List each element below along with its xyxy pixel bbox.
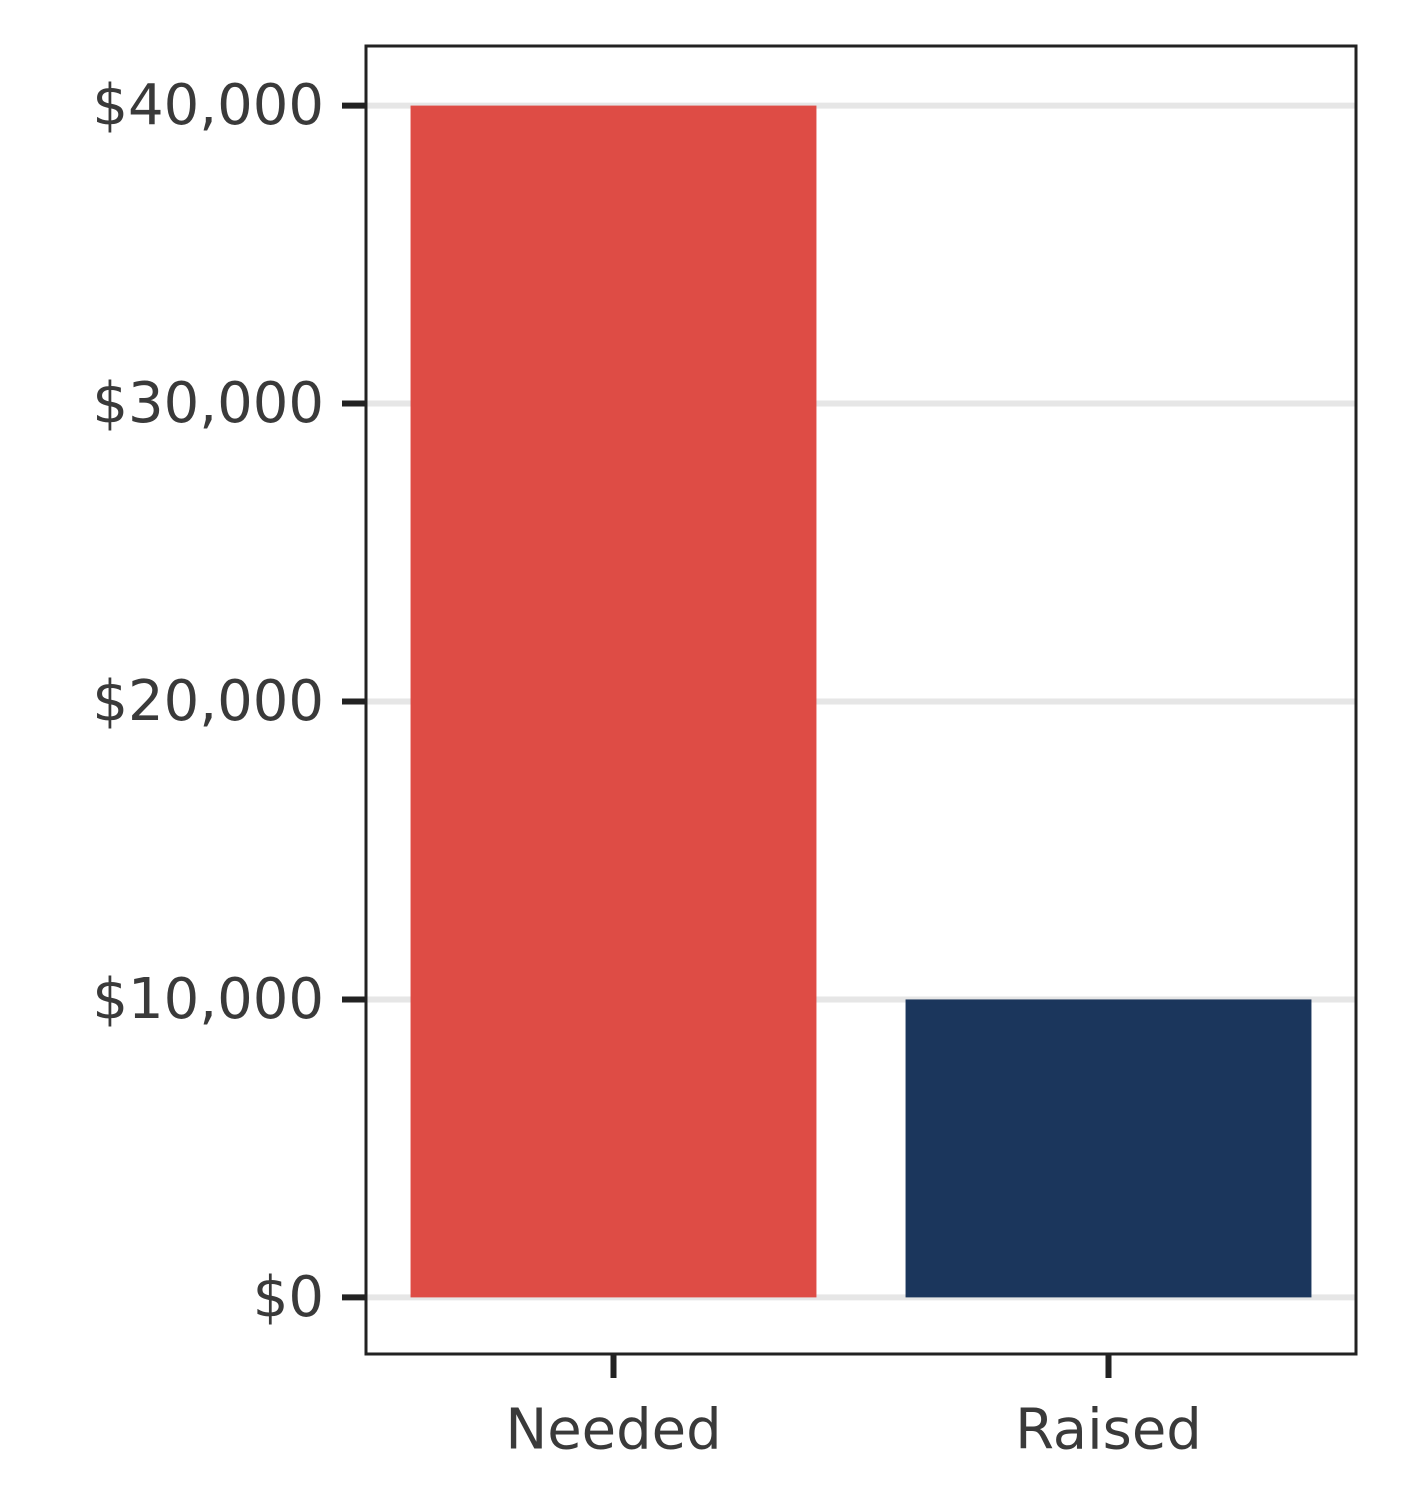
bar-raised bbox=[905, 999, 1312, 1298]
y-tick-label: $0 bbox=[253, 1265, 324, 1330]
y-tick-label: $20,000 bbox=[92, 669, 324, 734]
y-tick-label: $30,000 bbox=[92, 371, 324, 436]
y-tick-label: $10,000 bbox=[92, 967, 324, 1032]
x-tick-label: Raised bbox=[1015, 1398, 1202, 1463]
bars bbox=[410, 105, 1312, 1298]
bar-needed bbox=[410, 105, 817, 1298]
y-axis: $0 $10,000 $20,000 $30,000 $40,000 bbox=[92, 73, 366, 1330]
x-tick-label: Needed bbox=[505, 1398, 721, 1463]
y-tick-label: $40,000 bbox=[92, 73, 324, 138]
x-axis: Needed Raised bbox=[505, 1354, 1202, 1463]
